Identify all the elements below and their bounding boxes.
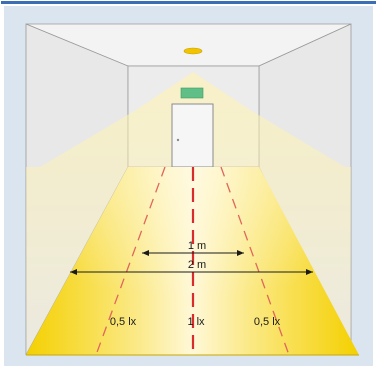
door-knob (176, 138, 180, 142)
door (171, 103, 214, 168)
dimension-2m-label: 2 m (188, 259, 206, 271)
lux-label-left: 0,5 lx (110, 316, 137, 328)
dimension-1m-label: 1 m (188, 240, 206, 252)
ceiling-lamp (183, 47, 203, 55)
lux-label-right: 0,5 lx (254, 316, 281, 328)
lux-label-center: 1 lx (187, 316, 205, 328)
emergency-exit-sign (180, 87, 204, 99)
frame-top-border (1, 1, 376, 4)
